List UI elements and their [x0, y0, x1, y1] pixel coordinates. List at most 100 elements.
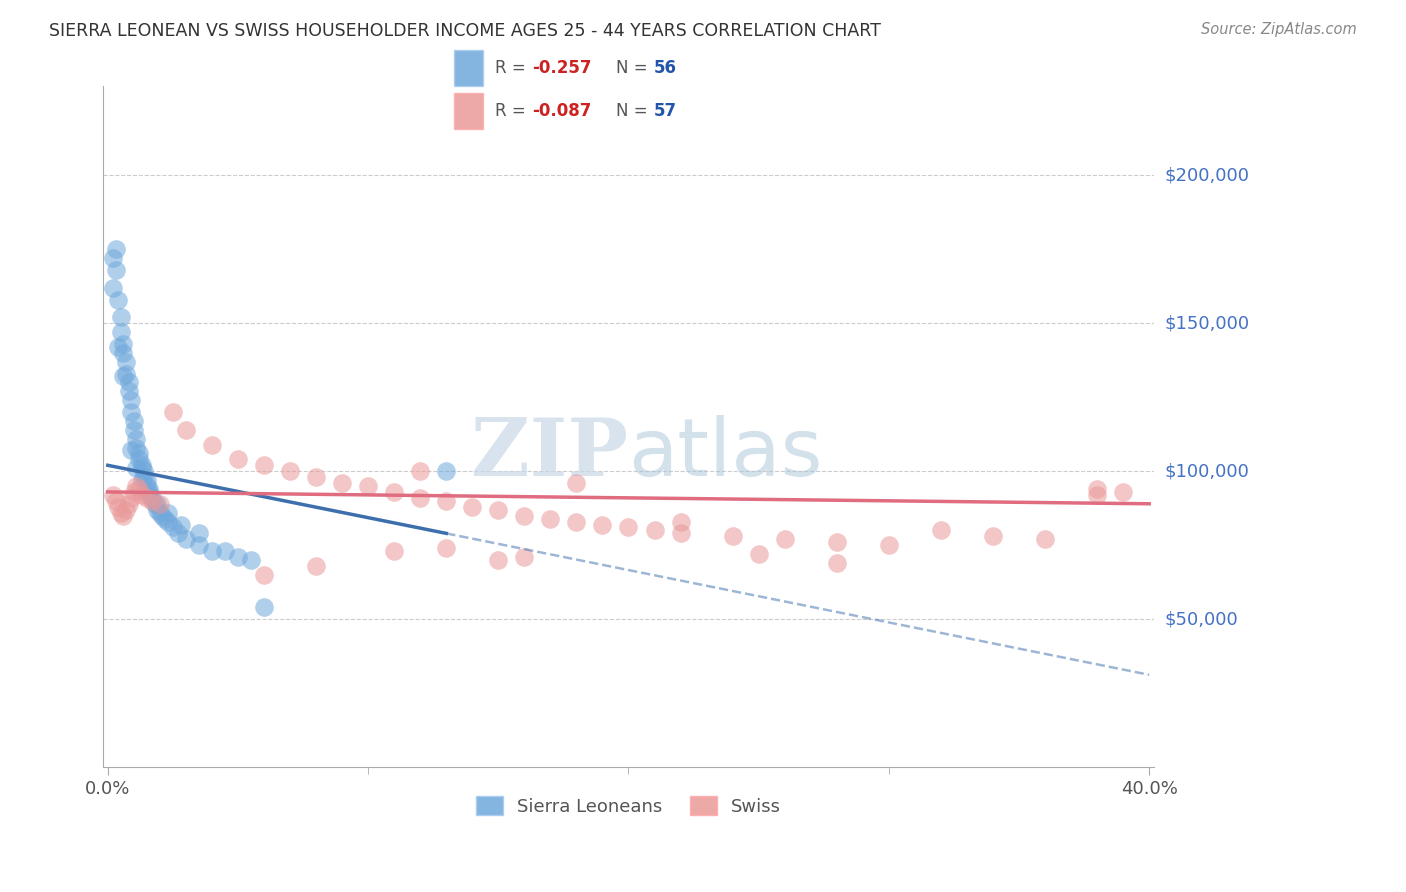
Point	[591, 517, 613, 532]
Point	[201, 437, 224, 451]
Point	[773, 533, 796, 547]
Point	[434, 464, 457, 478]
Text: -0.087: -0.087	[533, 102, 592, 120]
Point	[135, 473, 157, 487]
Text: $150,000: $150,000	[1166, 314, 1250, 332]
Point	[110, 506, 132, 520]
Point	[226, 550, 249, 565]
Point	[104, 493, 127, 508]
Point	[120, 491, 142, 505]
Text: $100,000: $100,000	[1166, 462, 1250, 480]
Point	[110, 310, 132, 325]
Point	[167, 526, 190, 541]
Point	[1085, 488, 1108, 502]
Point	[138, 485, 160, 500]
Point	[187, 538, 209, 552]
Point	[538, 511, 561, 525]
Point	[644, 524, 666, 538]
Point	[278, 464, 301, 478]
Point	[305, 558, 328, 573]
Point	[162, 405, 184, 419]
Point	[382, 544, 405, 558]
Point	[115, 367, 138, 381]
Point	[112, 369, 135, 384]
Point	[120, 405, 142, 419]
Point	[107, 500, 129, 514]
Point	[101, 488, 124, 502]
Text: atlas: atlas	[628, 415, 823, 493]
Point	[117, 384, 139, 399]
Point	[170, 517, 193, 532]
Point	[104, 263, 127, 277]
Point	[253, 458, 276, 473]
Point	[125, 432, 148, 446]
Point	[669, 515, 692, 529]
Point	[461, 500, 484, 514]
Point	[825, 535, 848, 549]
Point	[117, 376, 139, 390]
Point	[131, 458, 153, 473]
Point	[141, 491, 163, 505]
Point	[153, 511, 176, 525]
Point	[107, 293, 129, 307]
Point	[187, 526, 209, 541]
Point	[1112, 485, 1135, 500]
Point	[120, 393, 142, 408]
Point	[382, 485, 405, 500]
Point	[565, 476, 588, 491]
Text: N =: N =	[616, 102, 652, 120]
Text: 56: 56	[654, 59, 676, 77]
Point	[156, 506, 179, 520]
Point	[174, 533, 197, 547]
Point	[253, 600, 276, 615]
Text: SIERRA LEONEAN VS SWISS HOUSEHOLDER INCOME AGES 25 - 44 YEARS CORRELATION CHART: SIERRA LEONEAN VS SWISS HOUSEHOLDER INCO…	[49, 22, 882, 40]
Point	[1085, 482, 1108, 496]
Point	[128, 446, 150, 460]
Point	[131, 488, 153, 502]
Point	[929, 524, 952, 538]
Point	[131, 473, 153, 487]
Point	[134, 470, 156, 484]
Point	[877, 538, 900, 552]
Point	[128, 452, 150, 467]
Point	[513, 508, 536, 523]
Legend: Sierra Leoneans, Swiss: Sierra Leoneans, Swiss	[468, 789, 789, 823]
Point	[174, 423, 197, 437]
Point	[138, 482, 160, 496]
Point	[721, 529, 744, 543]
Point	[201, 544, 224, 558]
Point	[486, 553, 509, 567]
Point	[748, 547, 770, 561]
Point	[434, 541, 457, 556]
Point	[143, 497, 166, 511]
Point	[115, 502, 138, 516]
Point	[825, 556, 848, 570]
Point	[152, 508, 174, 523]
Point	[125, 461, 148, 475]
Text: $200,000: $200,000	[1166, 166, 1250, 184]
Point	[330, 476, 353, 491]
Point	[156, 515, 179, 529]
Point	[253, 567, 276, 582]
Point	[149, 497, 172, 511]
Point	[981, 529, 1004, 543]
Point	[240, 553, 263, 567]
Point	[101, 280, 124, 294]
Point	[409, 464, 432, 478]
Point	[107, 340, 129, 354]
Point	[409, 491, 432, 505]
Point	[305, 470, 328, 484]
Point	[146, 497, 169, 511]
Text: 57: 57	[654, 102, 676, 120]
Point	[357, 479, 380, 493]
Text: ZIP: ZIP	[471, 415, 628, 493]
Text: N =: N =	[616, 59, 652, 77]
Point	[110, 325, 132, 339]
Point	[134, 464, 156, 478]
Point	[122, 485, 145, 500]
Point	[128, 482, 150, 496]
Point	[125, 479, 148, 493]
Point	[101, 251, 124, 265]
Point	[125, 441, 148, 455]
Point	[138, 488, 160, 502]
